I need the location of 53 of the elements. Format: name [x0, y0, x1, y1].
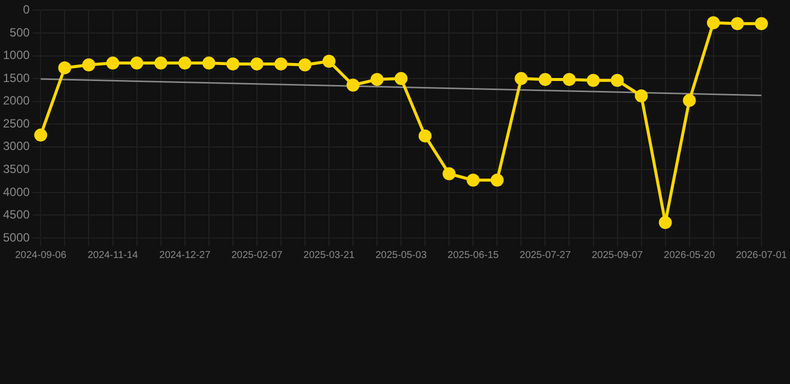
point	[370, 72, 384, 86]
point	[490, 174, 504, 187]
point	[586, 74, 600, 87]
point	[346, 78, 360, 92]
y-tick-label: 2500	[2, 116, 30, 130]
x-tick-label: 2025-07-27	[520, 250, 572, 261]
x-tick-label: 2025-06-15	[448, 250, 500, 261]
point	[322, 54, 336, 68]
point	[58, 61, 72, 74]
point	[634, 89, 648, 102]
x-tick-label: 2024-12-27	[159, 250, 211, 261]
point	[538, 72, 552, 86]
point	[658, 216, 672, 230]
y-tick-label: 3000	[2, 139, 30, 154]
x-tick-label: 2026-07-01	[736, 250, 788, 261]
y-tick-label: 1500	[2, 70, 30, 85]
y-tick-label: 0	[23, 2, 30, 17]
point	[154, 56, 168, 70]
y-tick-label: 2000	[2, 94, 30, 108]
y-tick-label: 500	[10, 25, 30, 40]
x-tick-label: 2025-09-07	[592, 250, 644, 261]
point	[394, 72, 408, 86]
point	[610, 74, 624, 87]
point	[706, 16, 720, 30]
x-tick-label: 2025-03-21	[303, 250, 355, 261]
x-tick-label: 2026-05-20	[664, 250, 716, 261]
point	[82, 58, 96, 72]
point	[250, 57, 264, 70]
point	[754, 17, 768, 30]
point	[274, 57, 288, 70]
point	[466, 174, 480, 187]
x-tick-label: 2025-02-07	[231, 250, 283, 261]
x-tick-label: 2024-11-14	[88, 250, 138, 261]
point	[106, 56, 120, 70]
y-tick-label: 4000	[2, 184, 30, 199]
y-tick-label: 1000	[2, 48, 30, 62]
point	[730, 17, 744, 30]
x-tick-label: 2024-09-06	[15, 250, 67, 261]
point	[130, 56, 144, 70]
point	[298, 58, 312, 72]
point	[226, 57, 240, 70]
point	[562, 72, 576, 86]
y-tick-label: 3500	[2, 162, 30, 176]
point	[514, 72, 528, 86]
point	[442, 167, 456, 180]
y-tick-label: 4500	[2, 208, 30, 222]
y-tick-label: 5000	[2, 230, 30, 244]
point	[418, 129, 432, 142]
point	[34, 128, 48, 142]
point	[202, 56, 216, 70]
point	[178, 56, 192, 70]
point	[682, 94, 696, 107]
x-tick-label: 2025-05-03	[375, 250, 428, 261]
